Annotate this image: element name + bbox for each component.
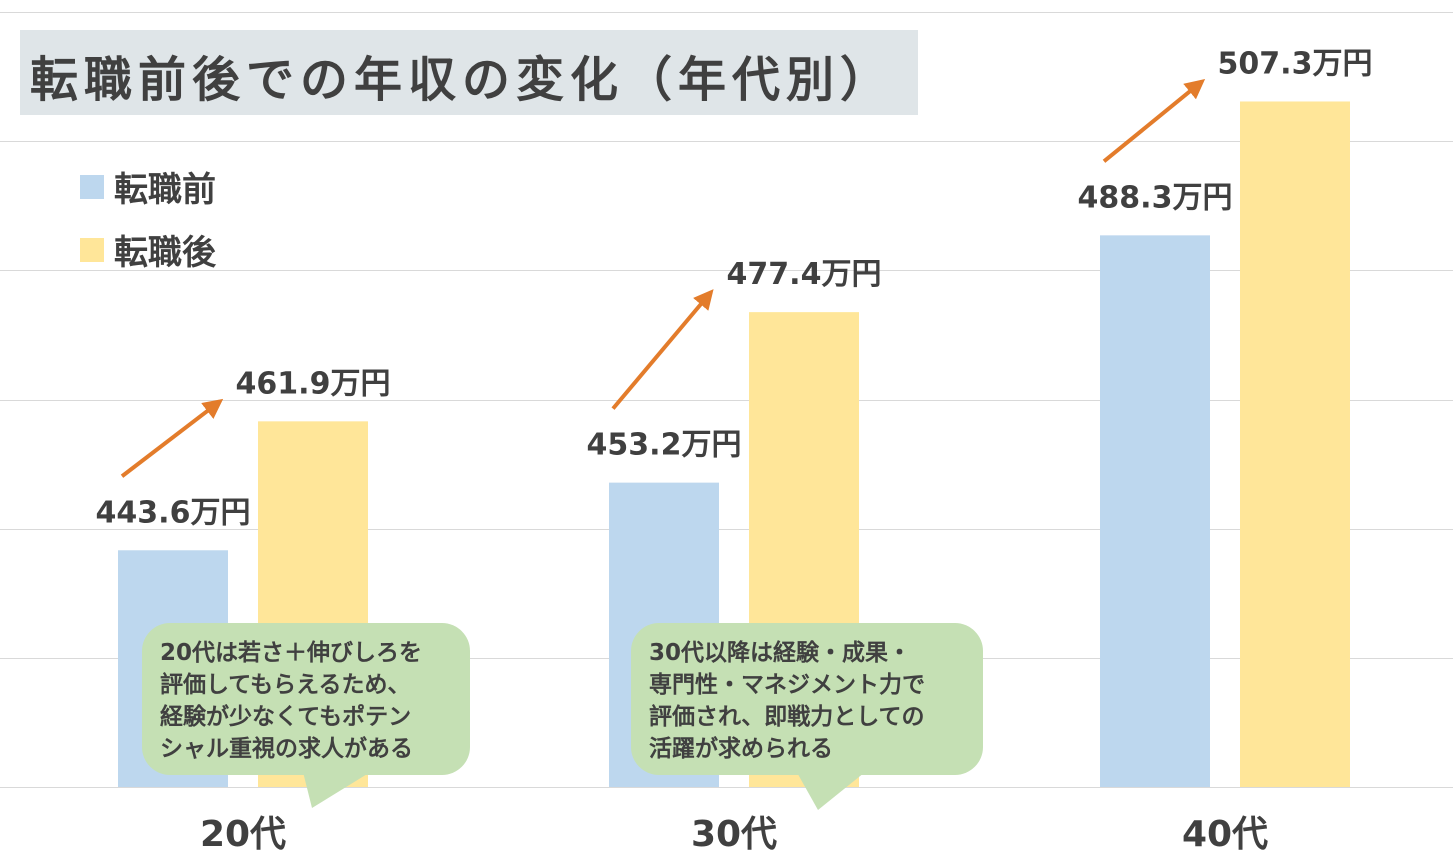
bar-after <box>1240 101 1350 787</box>
data-label: 477.4万円 <box>727 257 882 292</box>
legend-item-after: 転職後 <box>80 225 216 274</box>
data-label: 488.3万円 <box>1078 180 1233 215</box>
legend-label-after: 転職後 <box>114 233 216 273</box>
legend-label-before: 転職前 <box>114 170 216 210</box>
increase-arrow <box>1102 78 1206 163</box>
title-background <box>20 30 918 115</box>
data-label: 461.9万円 <box>236 366 391 401</box>
increase-arrow <box>120 398 224 478</box>
annotation-line: 評価してもらえるため、 <box>160 672 411 698</box>
bar-before <box>1100 235 1210 787</box>
x-tick-label: 40代 <box>1182 814 1268 855</box>
chart-title: 転職前後での年収の変化（年代別） <box>30 52 895 108</box>
legend-swatch-after <box>80 237 104 262</box>
annotation-line: 専門性・マネジメント力で <box>649 672 925 698</box>
data-label: 443.6万円 <box>96 495 251 530</box>
data-label: 453.2万円 <box>587 428 742 463</box>
annotation-line: 評価され、即戦力としての <box>649 704 925 730</box>
x-tick-label: 30代 <box>691 814 777 855</box>
legend-swatch-before <box>80 174 104 199</box>
annotation-line: 20代は若さ＋伸びしろを <box>160 640 423 666</box>
x-tick-label: 20代 <box>200 814 286 855</box>
annotation-bubble-20s: 20代は若さ＋伸びしろを 評価してもらえるため、 経験が少なくてもポテン シャル… <box>142 623 470 775</box>
legend-item-before: 転職前 <box>80 162 216 211</box>
annotation-line: 経験が少なくてもポテン <box>160 704 412 730</box>
increase-arrow <box>611 289 714 410</box>
annotation-line: 活躍が求められる <box>649 736 833 762</box>
annotation-bubble-30s: 30代以降は経験・成果・ 専門性・マネジメント力で 評価され、即戦力としての 活… <box>631 623 983 775</box>
data-label: 507.3万円 <box>1218 46 1373 81</box>
annotation-line: シャル重視の求人がある <box>160 736 413 762</box>
annotation-line: 30代以降は経験・成果・ <box>649 640 912 666</box>
